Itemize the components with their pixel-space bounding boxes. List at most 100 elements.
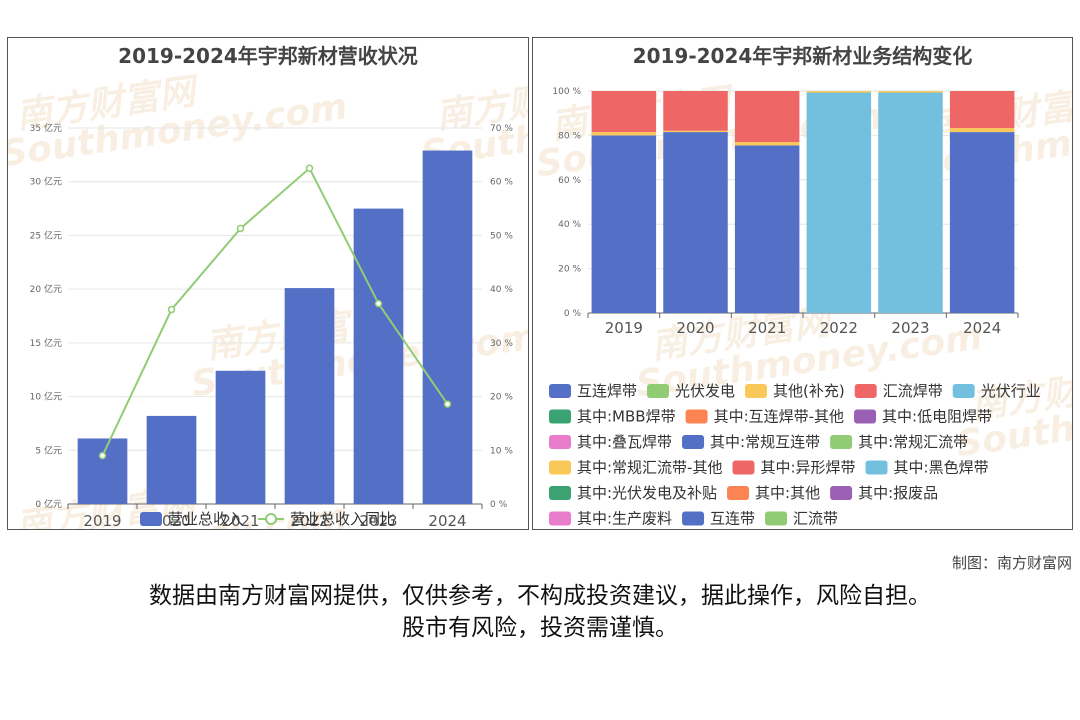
stacked-segment xyxy=(806,92,872,313)
revenue-bar xyxy=(353,208,404,505)
legend-swatch xyxy=(647,384,670,398)
revenue-bar xyxy=(215,370,266,504)
stacked-segment xyxy=(591,132,657,136)
y-tick-label: 0 亿元 xyxy=(35,498,62,510)
legend-label: 其中:常规汇流带 xyxy=(858,433,968,451)
chart-credit: 制图：南方财富网 xyxy=(951,554,1072,572)
disclaimer: 数据由南方财富网提供，仅供参考，不构成投资建议，据此操作，风险自担。 股市有风险… xyxy=(0,580,1080,644)
legend-label: 其中:MBB焊带 xyxy=(577,408,676,426)
legend-swatch xyxy=(682,435,705,449)
y-tick-label: 5 亿元 xyxy=(35,444,62,456)
y-tick-label: 20 % xyxy=(558,265,581,275)
revenue-chart-title: 2019-2024年宇邦新材营收状况 xyxy=(118,44,418,68)
yoy-point xyxy=(236,224,245,233)
y2-tick-label: 10 % xyxy=(490,446,513,456)
revenue-bar xyxy=(422,150,473,504)
legend-label: 其中:低电阻焊带 xyxy=(882,408,992,426)
y-tick-label: 25 亿元 xyxy=(30,229,62,241)
y-tick-label: 40 % xyxy=(558,220,581,230)
legend-label: 其中:互连焊带-其他 xyxy=(714,408,844,426)
y-tick-label: 60 % xyxy=(558,176,581,186)
stacked-segment xyxy=(663,91,728,131)
x-tick-label: 2022 xyxy=(290,512,328,530)
stacked-segment xyxy=(591,135,657,313)
legend-label: 其中:黑色焊带 xyxy=(894,459,989,477)
stacked-segment xyxy=(734,142,800,146)
stacked-segment xyxy=(734,145,800,313)
legend-label: 其中:叠瓦焊带 xyxy=(577,433,672,451)
legend-swatch xyxy=(830,435,853,449)
legend-label-yoy: 营业总收入同比 xyxy=(290,510,395,528)
legend-marker-yoy xyxy=(265,513,277,525)
legend-swatch xyxy=(685,409,708,424)
disclaimer-line-1: 数据由南方财富网提供，仅供参考，不构成投资建议，据此操作，风险自担。 xyxy=(149,583,931,609)
x-tick-label: 2024 xyxy=(428,512,466,530)
y2-tick-label: 60 % xyxy=(490,178,513,188)
legend-label: 汇流带 xyxy=(793,510,838,528)
revenue-bar xyxy=(284,288,335,504)
legend-label: 其中:异形焊带 xyxy=(760,459,855,477)
legend-swatch xyxy=(682,511,705,526)
stacked-segment xyxy=(663,130,728,133)
legend-swatch xyxy=(549,486,571,500)
legend-swatch xyxy=(549,409,571,424)
y-tick-label: 10 亿元 xyxy=(30,391,62,403)
legend-label: 其他(补充) xyxy=(773,382,845,400)
stacked-segment xyxy=(663,132,728,313)
legend-swatch xyxy=(765,511,788,526)
stacked-segment xyxy=(949,132,1015,313)
disclaimer-line-2: 股市有风险，投资需谨慎。 xyxy=(402,615,678,641)
stacked-segment xyxy=(878,91,943,93)
x-tick-label: 2023 xyxy=(359,512,397,530)
yoy-point xyxy=(305,164,314,173)
x-tick-label: 2021 xyxy=(748,319,786,337)
structure-chart: 南方财富网Southmoney.com南方财富网Southmoney.com南方… xyxy=(534,81,1072,528)
stacked-segment xyxy=(949,128,1015,133)
yoy-point xyxy=(374,299,383,308)
x-tick-label: 2019 xyxy=(83,512,121,530)
legend-label: 光伏发电 xyxy=(675,382,735,400)
y-tick-label: 0 % xyxy=(564,309,582,319)
y-tick-label: 30 亿元 xyxy=(30,176,62,188)
legend-swatch xyxy=(549,384,571,398)
stacked-segment xyxy=(878,92,943,313)
legend-label: 互连带 xyxy=(710,510,755,528)
y-tick-label: 100 % xyxy=(552,87,581,97)
legend-swatch xyxy=(830,486,853,500)
legend-label: 其中:生产废料 xyxy=(577,510,672,528)
y2-tick-label: 50 % xyxy=(490,231,513,241)
stacked-segment xyxy=(591,91,657,133)
legend-swatch xyxy=(732,460,755,475)
x-tick-label: 2021 xyxy=(221,512,259,530)
legend-label: 其中:报废品 xyxy=(858,484,938,502)
x-tick-label: 2024 xyxy=(963,319,1001,337)
y2-tick-label: 20 % xyxy=(490,393,513,403)
y2-tick-label: 30 % xyxy=(490,339,513,349)
y-tick-label: 20 亿元 xyxy=(30,283,62,295)
legend-swatch-revenue xyxy=(140,512,162,526)
stacked-segment xyxy=(949,91,1015,129)
y-tick-label: 80 % xyxy=(558,131,581,141)
legend-label-revenue: 营业总收入 xyxy=(168,510,243,528)
legend-label: 汇流焊带 xyxy=(883,382,943,400)
revenue-bar xyxy=(77,438,128,504)
legend-label: 其中:常规互连带 xyxy=(710,433,820,451)
yoy-point xyxy=(98,451,107,460)
y-tick-label: 35 亿元 xyxy=(30,122,62,134)
legend-swatch xyxy=(854,409,877,424)
y2-tick-label: 40 % xyxy=(490,285,513,295)
legend-swatch xyxy=(549,460,571,475)
legend-swatch xyxy=(865,460,888,475)
legend-label: 其中:常规汇流带-其他 xyxy=(577,459,722,477)
legend-label: 其中:光伏发电及补贴 xyxy=(577,484,717,502)
yoy-point xyxy=(167,305,176,314)
legend-swatch xyxy=(727,486,750,500)
y2-tick-label: 0 % xyxy=(490,500,508,510)
yoy-line xyxy=(101,166,449,457)
stacked-segment xyxy=(806,91,872,93)
y2-tick-label: 70 % xyxy=(490,124,513,134)
legend-label: 光伏行业 xyxy=(981,382,1041,400)
legend-label: 其中:其他 xyxy=(755,484,820,502)
x-tick-label: 2019 xyxy=(605,319,643,337)
